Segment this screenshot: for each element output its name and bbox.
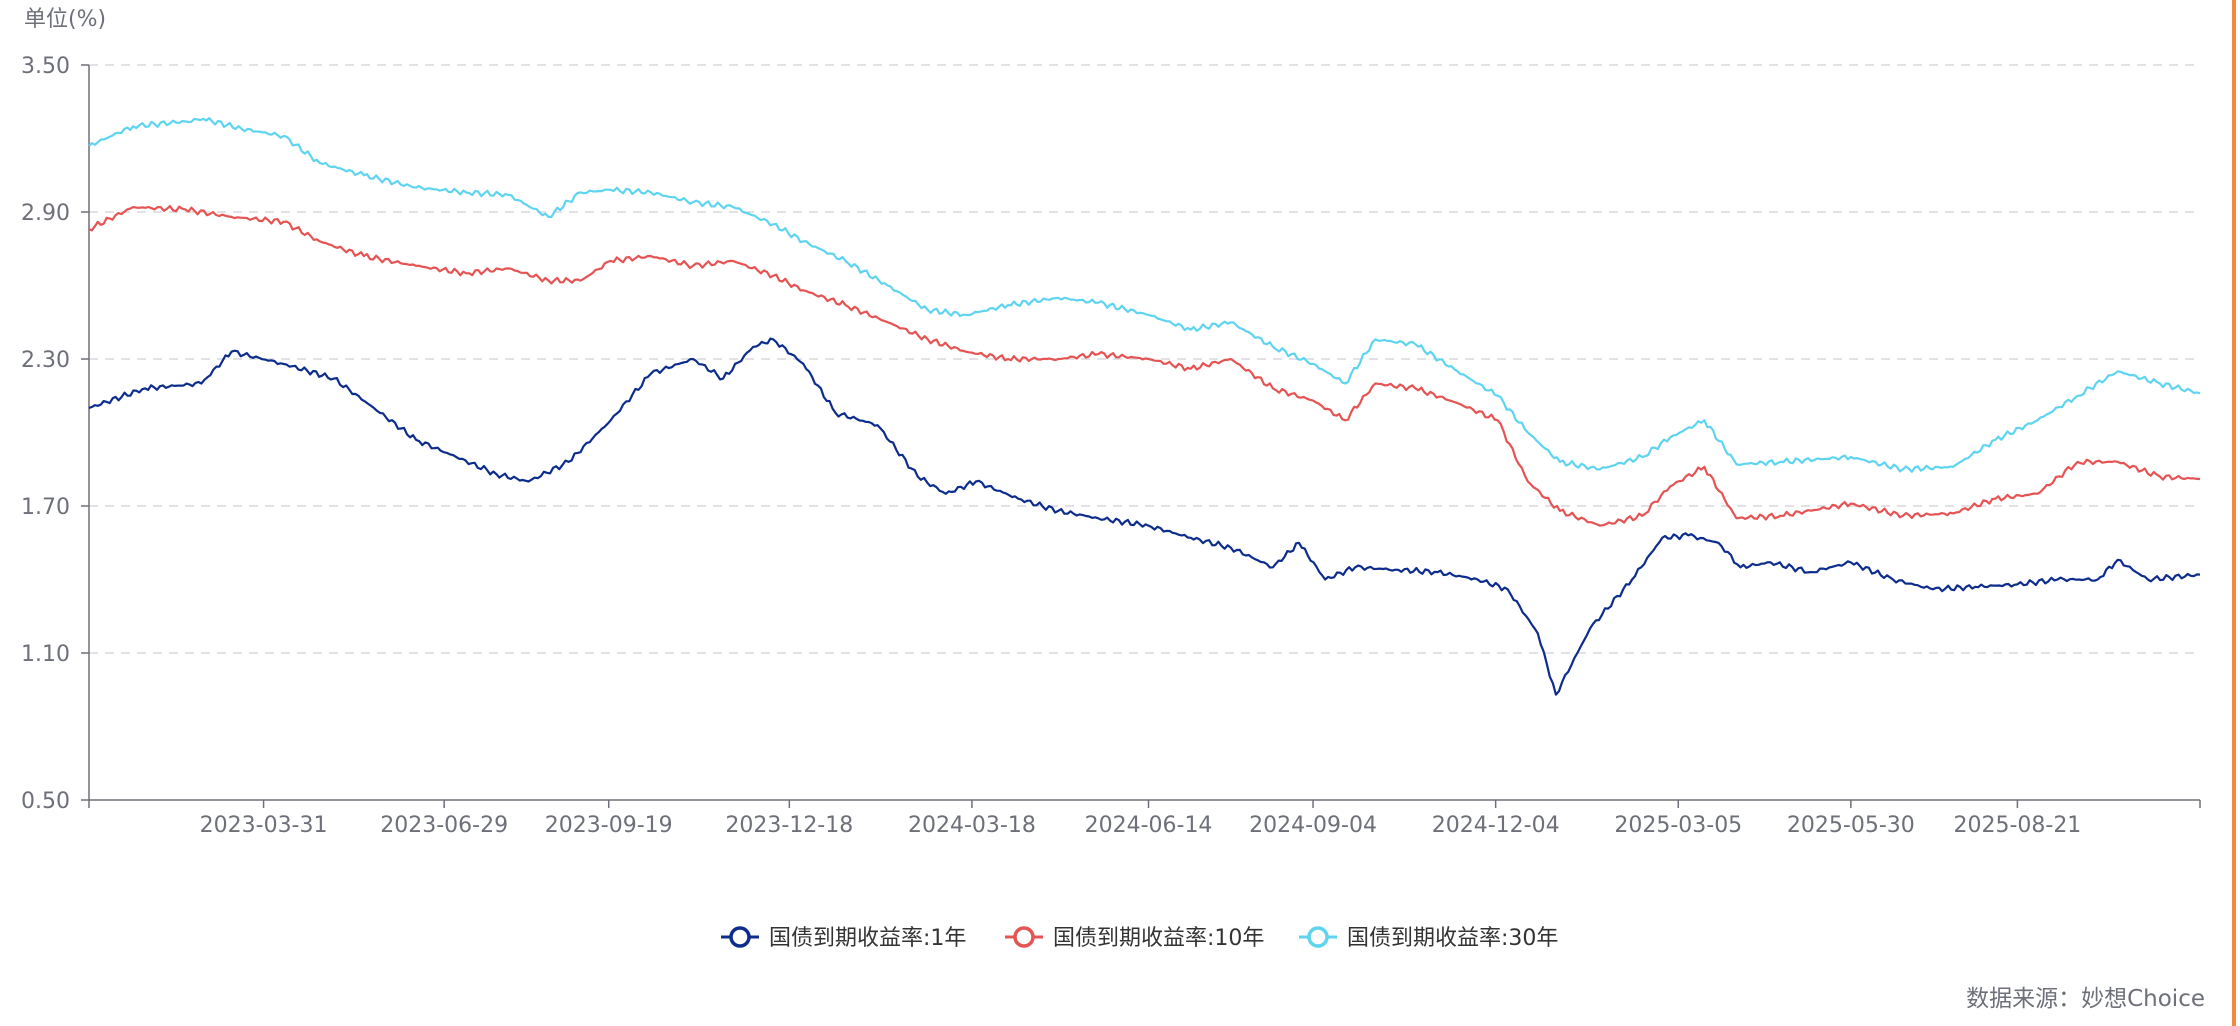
- legend-item[interactable]: 国债到期收益率:10年: [1005, 926, 1264, 951]
- x-tick-label: 2023-06-29: [380, 813, 508, 838]
- y-axis-unit-label: 单位(%): [24, 7, 106, 32]
- series-line: [88, 337, 2201, 696]
- x-axis-ticks: 2023-03-31 2023-06-29 2023-09-19 2023-12-18…: [88, 800, 2201, 838]
- x-tick-label: 2025-03-05: [1614, 813, 1742, 838]
- legend-marker-icon: [1307, 926, 1329, 948]
- y-tick-label: 3.50: [21, 54, 70, 79]
- legend-marker-icon: [1013, 926, 1035, 948]
- y-axis-tick-labels: 3.50 2.90 2.30 1.70 1.10 0.50: [21, 54, 89, 814]
- x-tick-label: 2024-12-04: [1432, 813, 1560, 838]
- x-tick-label: 2023-12-18: [725, 813, 853, 838]
- legend-marker-icon: [729, 926, 751, 948]
- x-tick-label: 2025-05-30: [1787, 813, 1915, 838]
- y-tick-label: 1.10: [21, 642, 70, 667]
- right-edge-accent: [2232, 0, 2236, 1026]
- x-tick-label: 2023-03-31: [200, 813, 328, 838]
- y-tick-label: 1.70: [21, 495, 70, 520]
- legend-label: 国债到期收益率:30年: [1347, 926, 1558, 951]
- x-tick-label: 2025-08-21: [1953, 813, 2081, 838]
- legend-item[interactable]: 国债到期收益率:1年: [721, 926, 966, 951]
- legend-label: 国债到期收益率:10年: [1053, 926, 1264, 951]
- y-tick-label: 0.50: [21, 789, 70, 814]
- y-tick-label: 2.90: [21, 201, 70, 226]
- x-tick-label: 2024-06-14: [1085, 813, 1213, 838]
- x-tick-label: 2024-09-04: [1249, 813, 1377, 838]
- y-tick-label: 2.30: [21, 348, 70, 373]
- x-tick-label: 2023-09-19: [545, 813, 673, 838]
- series-line: [88, 116, 2201, 473]
- source-label: 数据来源：妙想Choice: [1966, 986, 2205, 1012]
- series-line: [88, 205, 2201, 527]
- series-lines: [88, 116, 2201, 696]
- legend-item[interactable]: 国债到期收益率:30年: [1299, 926, 1558, 951]
- legend-label: 国债到期收益率:1年: [769, 926, 966, 951]
- legend: 国债到期收益率:1年 国债到期收益率:10年 国债到期收益率:30年: [721, 926, 1558, 951]
- x-tick-label: 2024-03-18: [908, 813, 1036, 838]
